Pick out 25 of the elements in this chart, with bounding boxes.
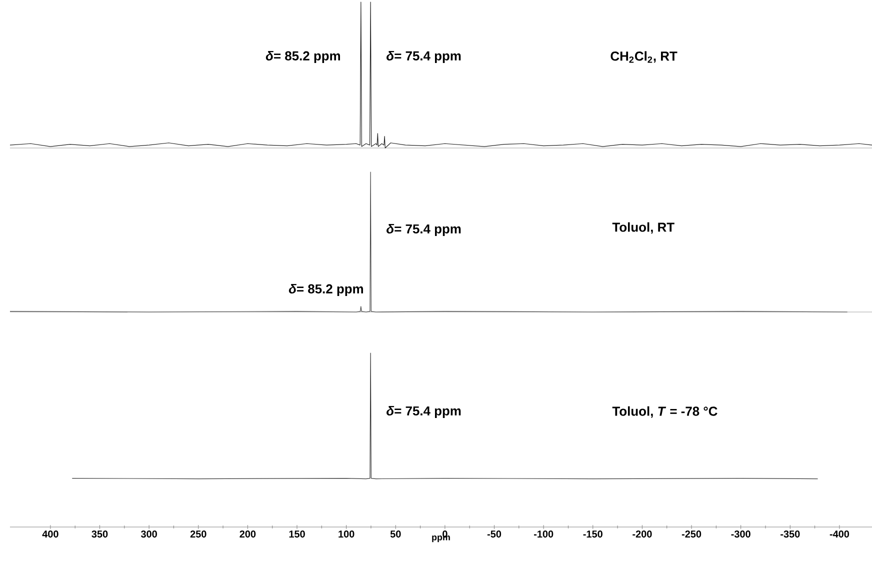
x-axis-title: ppm bbox=[432, 535, 450, 542]
text: Toluol, RT bbox=[612, 222, 674, 234]
x-tick-label: 300 bbox=[140, 530, 157, 538]
x-tick-label: -350 bbox=[780, 530, 800, 538]
x-tick-label: -100 bbox=[534, 530, 554, 538]
x-tick-label: -400 bbox=[830, 530, 850, 538]
x-tick-label: -150 bbox=[583, 530, 602, 538]
annotation: δ= 85.2 ppm bbox=[266, 50, 340, 64]
x-tick-label: 200 bbox=[240, 530, 256, 538]
x-tick-label: 150 bbox=[289, 530, 305, 538]
x-tick-label: 400 bbox=[42, 530, 58, 538]
x-tick-label: -300 bbox=[731, 530, 750, 538]
x-tick-label: 100 bbox=[338, 530, 354, 538]
x-tick-label: 50 bbox=[390, 530, 401, 538]
x-tick-label: -50 bbox=[487, 530, 502, 538]
annotation: δ= 75.4 ppm bbox=[386, 224, 461, 236]
text: CH$_{2}$Cl$_{2}$, RT bbox=[610, 51, 678, 63]
x-tick-label: -250 bbox=[682, 530, 702, 538]
annotation: δ= 75.4 ppm bbox=[386, 50, 461, 64]
x-tick-label: 350 bbox=[92, 530, 108, 538]
x-tick-label: -200 bbox=[632, 530, 652, 538]
text: Toluol, T = -78 °C bbox=[612, 406, 718, 418]
annotation: δ= 75.4 ppm bbox=[386, 406, 461, 418]
annotation: δ= 85.2 ppm bbox=[288, 284, 363, 296]
x-tick-label: 250 bbox=[190, 530, 206, 538]
